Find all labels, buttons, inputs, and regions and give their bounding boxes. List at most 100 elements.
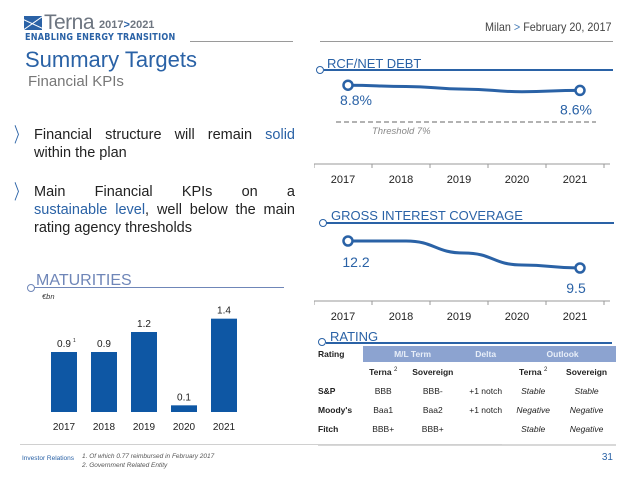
sovereign-rating: Baa2: [422, 404, 443, 415]
maturities-chart: 0.9 1 0.91.20.11.4: [51, 306, 237, 412]
logo-name: Terna: [44, 11, 95, 34]
x-tick-label: 2018: [389, 174, 413, 186]
footnote-marker: 1: [73, 338, 76, 344]
delta: [462, 419, 509, 438]
maturities-title: MATURITIES: [36, 272, 132, 289]
gic-rule: [326, 222, 614, 224]
table-row: Fitch BBB+ BBB+ Stable Negative: [318, 419, 616, 438]
bar-value-label: 0.9: [57, 339, 71, 350]
page-number: 31: [601, 452, 613, 463]
data-point-marker: [342, 235, 354, 247]
footer-section: Investor Relations: [22, 455, 75, 462]
chevron-right-icon: 〉: [14, 180, 26, 204]
word: Financial: [94, 184, 153, 200]
sub-terna-label: Terna: [519, 366, 542, 377]
bar-2021: [211, 318, 237, 412]
sub-terna: Terna 2: [509, 362, 557, 381]
group-delta: Delta: [462, 346, 510, 362]
empty-cell: [318, 362, 363, 381]
rcf-net-debt-title: RCF/NET DEBT: [327, 56, 422, 71]
section-dot-icon: [316, 66, 324, 74]
logo-year-end: 2021: [129, 19, 155, 31]
rating-header-label: Rating: [318, 346, 363, 362]
header-divider: [190, 41, 293, 42]
x-tick-label: 2019: [447, 174, 471, 186]
x-tick-label: 2017: [331, 311, 355, 323]
bullet-text: Main Financial KPIs on a sustainable lev…: [34, 183, 295, 237]
table-row: S&P BBB BBB- +1 notch Stable Stable: [318, 381, 616, 400]
bullet-highlight: solid: [265, 127, 295, 143]
bar-2017: [51, 352, 77, 412]
header-divider-right: [320, 41, 613, 42]
bullet-text: Financial structure will remain solid wi…: [34, 126, 295, 162]
x-tick-label: 2017: [331, 174, 355, 186]
word: a: [286, 184, 295, 200]
group-ml-term: M/L Term: [363, 346, 463, 362]
threshold-label: Threshold 7%: [372, 126, 431, 137]
bullet-text-before: Financial structure will remain: [34, 127, 266, 143]
location: Milan: [484, 20, 511, 34]
sovereign-rating: BBB-: [422, 385, 443, 396]
maturities-unit: €bn: [42, 292, 55, 301]
data-point-marker: [574, 262, 586, 274]
data-point-label: 9.5: [566, 280, 586, 296]
dateline: Milan > February 20, 2017: [485, 20, 611, 34]
rcf-rule: [324, 69, 613, 71]
bar-value-label: 1.2: [137, 319, 151, 330]
empty-cell: [462, 362, 509, 381]
bullet-financial-structure: 〉 Financial structure will remain solid …: [10, 123, 295, 162]
terna-logo-icon: [24, 16, 42, 30]
bullet-main-kpis: 〉 Main Financial KPIs on a sustainable l…: [10, 180, 295, 237]
table-row: Moody's Baa1 Baa2 +1 notch Negative Nega…: [318, 400, 616, 419]
data-point-label: 8.8%: [340, 92, 372, 108]
series-line: [348, 239, 581, 270]
rating-table-subheader: Terna 2 Sovereign Terna 2 Sovereign: [318, 362, 616, 381]
outlook-terna: Negative: [516, 404, 550, 415]
x-tick-label: 2017: [53, 422, 76, 433]
logo-year-start: 2017: [99, 19, 124, 31]
rating-rule: [326, 342, 612, 344]
data-point-label: 8.6%: [560, 101, 592, 117]
logo-year-separator: >: [123, 19, 130, 31]
x-tick-label: 2018: [389, 311, 413, 323]
bar-value-label: 0.1: [177, 392, 191, 403]
gross-interest-coverage-title: GROSS INTEREST COVERAGE: [331, 208, 523, 223]
x-tick-label: 2021: [213, 422, 236, 433]
data-point-marker: [574, 84, 586, 97]
bar-2018: [91, 352, 117, 412]
rcf-net-debt-chart: 8.8% 8.6% Threshold 7% 2017 2018 2019 2020 2021: [314, 79, 610, 186]
outlook-sovereign: Stable: [574, 385, 599, 396]
dateline-separator: >: [513, 20, 520, 34]
footnote-ref: 2: [543, 366, 548, 373]
data-point-label: 12.2: [342, 254, 369, 270]
bar-value-label: 0.9: [97, 339, 111, 350]
x-tick-label: 2021: [563, 174, 587, 186]
bullet-text-after: , well below the main rating agency thre…: [34, 202, 295, 236]
outlook-sovereign: Negative: [569, 404, 604, 415]
rating-title: RATING: [330, 329, 379, 344]
date: February 20, 2017: [522, 20, 611, 34]
sub-sovereign: Sovereign: [412, 366, 454, 377]
chevron-right-icon: 〉: [14, 123, 26, 147]
x-tick-label: 2020: [505, 174, 529, 186]
section-dot-icon: [318, 338, 326, 346]
bar-2020: [171, 405, 197, 412]
terna-rating: BBB: [374, 385, 392, 396]
agency: Fitch: [318, 423, 339, 434]
outlook-terna: Stable: [521, 423, 546, 434]
maturities-rule: [32, 287, 284, 288]
x-tick-label: 2018: [93, 422, 116, 433]
terna-rating: Baa1: [373, 404, 394, 415]
terna-logo: Terna 2017>2021: [24, 11, 154, 34]
bullet-highlight: sustainable level: [34, 202, 146, 218]
x-tick-label: 2019: [133, 422, 156, 433]
agency: Moody's: [318, 404, 353, 415]
series-line: [347, 83, 581, 94]
rating-bottom-rule: [318, 444, 616, 446]
section-dot-icon: [27, 284, 35, 292]
bar-value-label: 1.4: [217, 306, 231, 317]
footnote: 2. Government Related Entity: [82, 461, 168, 469]
footnotes: 1. Of which 0.77 reimbursed in February …: [82, 453, 214, 470]
x-tick-label: 2020: [505, 311, 529, 323]
logo-years: 2017>2021: [99, 19, 154, 31]
